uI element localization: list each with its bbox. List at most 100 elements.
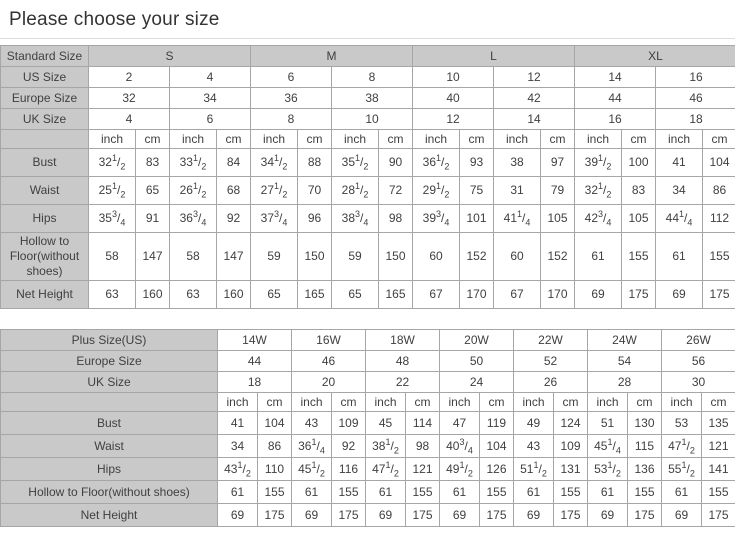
unit-cell: inch (655, 129, 704, 149)
measure-value-cell: 160 (135, 280, 170, 309)
size-group-cell: 10 (412, 66, 495, 88)
row-label: Net Height (0, 280, 89, 309)
measure-value-cell: 79 (540, 176, 576, 205)
measure-value-cell: 403/4 (439, 434, 480, 458)
measure-value-cell: 67 (412, 280, 461, 309)
measure-value-cell: 155 (627, 480, 662, 504)
size-group-cell: 16 (574, 108, 657, 130)
measure-value-cell: 45 (365, 411, 406, 435)
title-divider (0, 38, 735, 39)
size-group-cell: 20 (291, 371, 366, 393)
measure-value-cell: 47 (439, 411, 480, 435)
row-label: Standard Size (0, 45, 89, 67)
measure-value-cell: 58 (88, 232, 136, 281)
row-label: Hips (0, 457, 218, 481)
measure-value-cell: 92 (215, 204, 252, 233)
standard-size-table: Standard Size S M L XL US Size 2 4 6 8 10 12 14 16 Eur… (0, 45, 735, 309)
measure-value-cell: 58 (169, 232, 217, 281)
measure-value-cell: 69 (217, 503, 258, 527)
measure-value-cell: 351/2 (331, 148, 380, 177)
measure-value-cell: 271/2 (250, 176, 299, 205)
measure-value-cell: 175 (553, 503, 588, 527)
measure-value-cell: 175 (627, 503, 662, 527)
measure-value-cell: 51 (587, 411, 628, 435)
measure-value-cell: 114 (405, 411, 440, 435)
size-group-cell: 14 (574, 66, 657, 88)
measure-value-cell: 126 (479, 457, 514, 481)
measure-value-cell: 175 (621, 280, 657, 309)
size-group-cell: 8 (250, 108, 333, 130)
measure-value-cell: 105 (621, 204, 657, 233)
measure-value-cell: 251/2 (88, 176, 136, 205)
measure-value-cell: 86 (257, 434, 292, 458)
measure-value-cell: 104 (702, 148, 735, 177)
unit-cell: cm (459, 129, 495, 149)
measure-value-cell: 69 (587, 503, 628, 527)
measure-value-cell: 131 (553, 457, 588, 481)
measure-value-cell: 69 (661, 503, 702, 527)
measure-value-cell: 124 (553, 411, 588, 435)
measure-value-cell: 65 (250, 280, 299, 309)
measure-value-cell: 121 (405, 457, 440, 481)
measure-value-cell: 69 (365, 503, 406, 527)
measure-value-cell: 70 (297, 176, 333, 205)
measure-value-cell: 147 (215, 232, 252, 281)
size-group-cell: 14 (493, 108, 576, 130)
measure-value-cell: 88 (297, 148, 333, 177)
measure-value-cell: 49 (513, 411, 554, 435)
measure-value-cell: 331/2 (169, 148, 217, 177)
table-row: Standard Size S M L XL (0, 45, 735, 67)
measure-value-cell: 86 (702, 176, 735, 205)
measure-value-cell: 175 (479, 503, 514, 527)
measure-value-cell: 135 (701, 411, 735, 435)
measure-value-cell: 115 (627, 434, 662, 458)
measure-value-cell: 155 (701, 480, 735, 504)
measure-value-cell: 90 (378, 148, 414, 177)
measure-value-cell: 155 (405, 480, 440, 504)
table-row: US Size 2 4 6 8 10 12 14 16 (0, 66, 735, 88)
table-row: Bust 321/2 83 331/2 84 341/2 88 351/2 90 361/2 93 3… (0, 148, 735, 177)
measure-value-cell: 34 (217, 434, 258, 458)
unit-cell: cm (378, 129, 414, 149)
unit-cell: inch (587, 392, 628, 412)
measure-value-cell: 491/2 (439, 457, 480, 481)
measure-value-cell: 147 (135, 232, 170, 281)
size-group-cell: 12 (412, 108, 495, 130)
unit-cell: cm (135, 129, 170, 149)
size-group-cell: 48 (365, 350, 440, 372)
plus-size-table-container: Plus Size(US) 14W 16W 18W 20W 22W 24W 26W Europe… (0, 329, 735, 527)
measure-value-cell: 170 (540, 280, 576, 309)
size-group-cell: 54 (587, 350, 662, 372)
measure-value-cell: 61 (291, 480, 332, 504)
size-group-cell: 18 (655, 108, 735, 130)
unit-cell: inch (574, 129, 623, 149)
measure-value-cell: 65 (135, 176, 170, 205)
measure-value-cell: 69 (574, 280, 623, 309)
row-label: US Size (0, 66, 89, 88)
row-label: Europe Size (0, 87, 89, 109)
size-group-cell: 24W (587, 329, 662, 351)
plus-size-table: Plus Size(US) 14W 16W 18W 20W 22W 24W 26W Europe… (0, 329, 735, 527)
row-label: Plus Size(US) (0, 329, 218, 351)
unit-cell: inch (217, 392, 258, 412)
unit-cell: inch (493, 129, 542, 149)
measure-value-cell: 61 (365, 480, 406, 504)
measure-value-cell: 61 (513, 480, 554, 504)
size-group-cell: M (250, 45, 414, 67)
measure-value-cell: 43 (513, 434, 554, 458)
unit-cell: inch (513, 392, 554, 412)
measure-value-cell: 91 (135, 204, 170, 233)
size-group-cell: 34 (168, 87, 252, 109)
measure-value-cell: 175 (257, 503, 292, 527)
measure-value-cell: 361/4 (291, 434, 332, 458)
measure-value-cell: 441/4 (655, 204, 704, 233)
measure-value-cell: 93 (459, 148, 495, 177)
measure-value-cell: 353/4 (88, 204, 136, 233)
measure-value-cell: 59 (331, 232, 380, 281)
unit-cell: cm (215, 129, 252, 149)
measure-value-cell: 175 (702, 280, 735, 309)
table-row: Hollow to Floor(without shoes) 61 155 61 155… (0, 480, 735, 504)
measure-value-cell: 53 (661, 411, 702, 435)
size-group-cell: 42 (493, 87, 576, 109)
row-label: UK Size (0, 371, 218, 393)
